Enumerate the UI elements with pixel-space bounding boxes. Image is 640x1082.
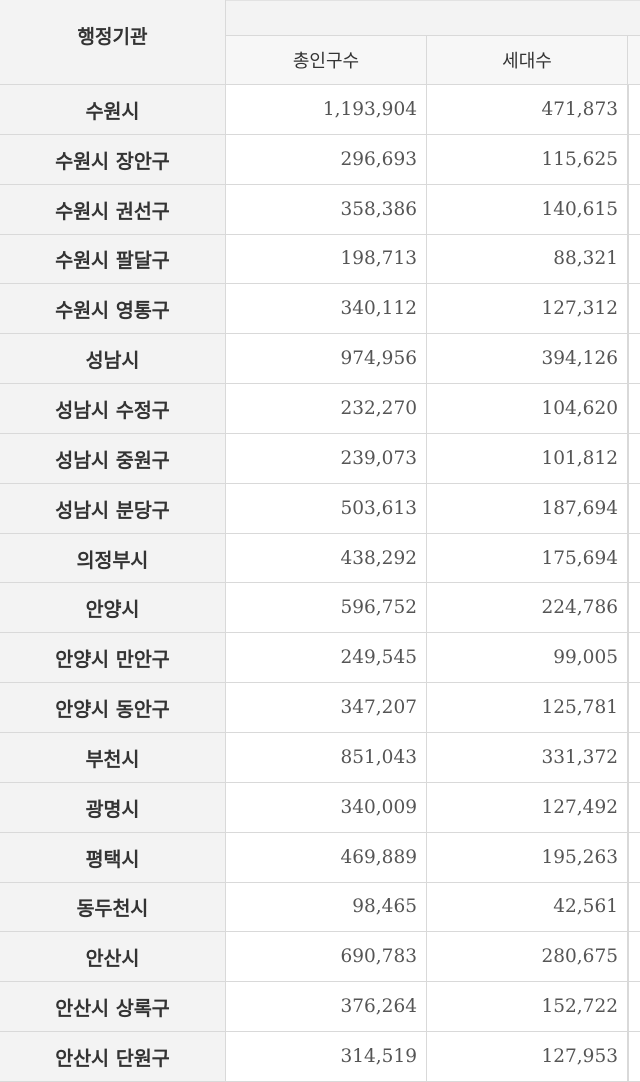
row-households: 127,312 (427, 284, 628, 335)
row-admin-name: 수원시 영통구 (0, 284, 226, 335)
row-admin-name: 성남시 중원구 (0, 433, 226, 484)
row-population: 347,207 (226, 683, 427, 733)
row-population: 296,693 (226, 134, 427, 185)
row-households: 127,492 (427, 782, 628, 833)
row-overflow-cell (628, 782, 640, 833)
row-households: 394,126 (427, 334, 628, 385)
row-admin-name: 동두천시 (0, 882, 226, 933)
row-population: 249,545 (226, 633, 427, 684)
row-population: 851,043 (226, 732, 427, 783)
row-overflow-cell (628, 932, 640, 983)
row-population: 974,956 (226, 334, 427, 385)
row-households: 99,005 (427, 633, 628, 684)
row-population: 1,193,904 (226, 85, 427, 135)
row-households: 88,321 (427, 234, 628, 285)
row-overflow-cell (628, 284, 640, 335)
row-households: 331,372 (427, 732, 628, 783)
row-overflow-cell (628, 583, 640, 634)
header-admin-agency: 행정기관 (0, 0, 226, 85)
row-overflow-cell (628, 85, 640, 135)
row-admin-name: 안양시 만안구 (0, 633, 226, 684)
row-households: 195,263 (427, 832, 628, 883)
row-households: 42,561 (427, 882, 628, 933)
row-admin-name: 안산시 상록구 (0, 982, 226, 1033)
row-population: 340,112 (226, 284, 427, 335)
row-overflow-cell (628, 184, 640, 235)
row-admin-name: 안양시 (0, 583, 226, 634)
row-population: 232,270 (226, 384, 427, 434)
row-population: 469,889 (226, 832, 427, 883)
row-population: 358,386 (226, 184, 427, 235)
row-admin-name: 광명시 (0, 782, 226, 833)
row-population: 239,073 (226, 433, 427, 484)
header-overflow-column (628, 36, 640, 85)
row-admin-name: 안양시 동안구 (0, 683, 226, 733)
row-households: 104,620 (427, 384, 628, 434)
row-population: 314,519 (226, 1032, 427, 1082)
row-households: 101,812 (427, 433, 628, 484)
row-overflow-cell (628, 533, 640, 584)
row-households: 125,781 (427, 683, 628, 733)
row-households: 152,722 (427, 982, 628, 1033)
row-admin-name: 성남시 분당구 (0, 483, 226, 534)
row-admin-name: 의정부시 (0, 533, 226, 584)
row-overflow-cell (628, 384, 640, 434)
header-households: 세대수 (427, 36, 628, 85)
header-population: 총인구수 (226, 36, 427, 85)
row-admin-name: 수원시 권선구 (0, 184, 226, 235)
row-population: 503,613 (226, 483, 427, 534)
row-admin-name: 부천시 (0, 732, 226, 783)
row-households: 280,675 (427, 932, 628, 983)
row-overflow-cell (628, 334, 640, 385)
row-admin-name: 수원시 (0, 85, 226, 135)
row-population: 340,009 (226, 782, 427, 833)
row-overflow-cell (628, 1032, 640, 1082)
row-overflow-cell (628, 882, 640, 933)
row-overflow-cell (628, 483, 640, 534)
row-admin-name: 성남시 수정구 (0, 384, 226, 434)
row-overflow-cell (628, 134, 640, 185)
row-overflow-cell (628, 982, 640, 1033)
row-households: 224,786 (427, 583, 628, 634)
row-households: 471,873 (427, 85, 628, 135)
row-overflow-cell (628, 683, 640, 733)
row-households: 187,694 (427, 483, 628, 534)
row-admin-name: 안산시 (0, 932, 226, 983)
row-overflow-cell (628, 633, 640, 684)
row-admin-name: 평택시 (0, 832, 226, 883)
row-admin-name: 수원시 팔달구 (0, 234, 226, 285)
row-population: 690,783 (226, 932, 427, 983)
row-overflow-cell (628, 832, 640, 883)
row-households: 115,625 (427, 134, 628, 185)
row-admin-name: 안산시 단원구 (0, 1032, 226, 1082)
row-population: 596,752 (226, 583, 427, 634)
row-overflow-cell (628, 732, 640, 783)
row-overflow-cell (628, 433, 640, 484)
row-population: 198,713 (226, 234, 427, 285)
row-households: 127,953 (427, 1032, 628, 1082)
row-population: 376,264 (226, 982, 427, 1033)
row-population: 98,465 (226, 882, 427, 933)
row-admin-name: 수원시 장안구 (0, 134, 226, 185)
header-group-row (226, 0, 640, 36)
row-households: 175,694 (427, 533, 628, 584)
row-admin-name: 성남시 (0, 334, 226, 385)
row-population: 438,292 (226, 533, 427, 584)
row-overflow-cell (628, 234, 640, 285)
row-households: 140,615 (427, 184, 628, 235)
